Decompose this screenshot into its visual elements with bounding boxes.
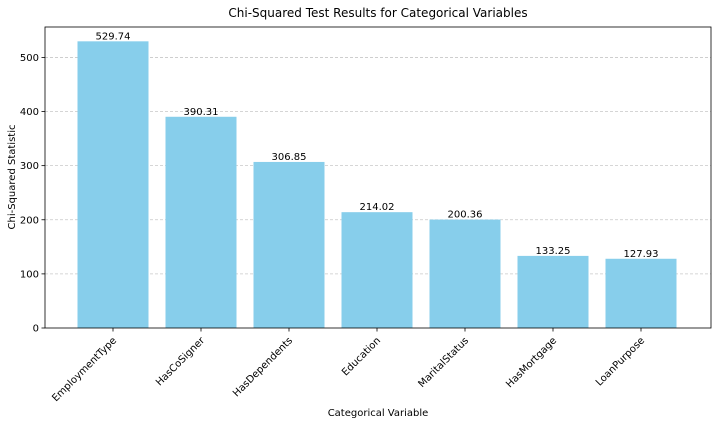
bars: [77, 41, 677, 329]
x-tick-label-hasdependents: HasDependents: [231, 335, 295, 399]
data-label-loanpurpose: 127.93: [624, 249, 659, 260]
data-label-hascosigner: 390.31: [184, 107, 219, 118]
bar-employmenttype: [77, 41, 149, 328]
plot-frame: [44, 26, 712, 329]
data-label-hasmortgage: 133.25: [536, 246, 571, 257]
y-tick-label-2: 200: [20, 215, 39, 226]
data-label-education: 214.02: [360, 202, 395, 213]
y-tick-label-0: 0: [33, 324, 39, 335]
bar-education: [341, 212, 413, 328]
x-tick-label-employmenttype: EmploymentType: [50, 335, 119, 404]
data-label-employmenttype: 529.74: [96, 31, 131, 42]
bar-hascosigner: [165, 116, 237, 329]
data-labels: 529.74 390.31 306.85 214.02 200.36 133.25 127.…: [96, 31, 659, 259]
data-label-hasdependents: 306.85: [272, 152, 307, 163]
chart-title: Chi-Squared Test Results for Categorical…: [228, 6, 527, 20]
x-tick-label-loanpurpose: LoanPurpose: [594, 335, 647, 388]
x-tick-label-hascosigner: HasCoSigner: [154, 335, 208, 389]
y-tick-label-1: 100: [20, 269, 39, 280]
y-tick-label-5: 500: [20, 53, 39, 64]
x-axis-label: Categorical Variable: [328, 408, 429, 419]
bar-hasdependents: [253, 161, 325, 328]
grid-lines: [45, 57, 711, 275]
x-tick-label-maritalstatus: MaritalStatus: [416, 335, 471, 390]
x-tick-label-education: Education: [340, 335, 383, 378]
bar-loanpurpose: [605, 258, 677, 328]
y-tick-label-3: 300: [20, 161, 39, 172]
y-tick-label-4: 400: [20, 107, 39, 118]
x-tick-label-hasmortgage: HasMortgage: [504, 335, 559, 390]
data-label-maritalstatus: 200.36: [448, 210, 483, 221]
y-axis-label: Chi-Squared Statistic: [7, 125, 18, 230]
bar-maritalstatus: [429, 219, 501, 328]
bar-hasmortgage: [517, 255, 589, 328]
